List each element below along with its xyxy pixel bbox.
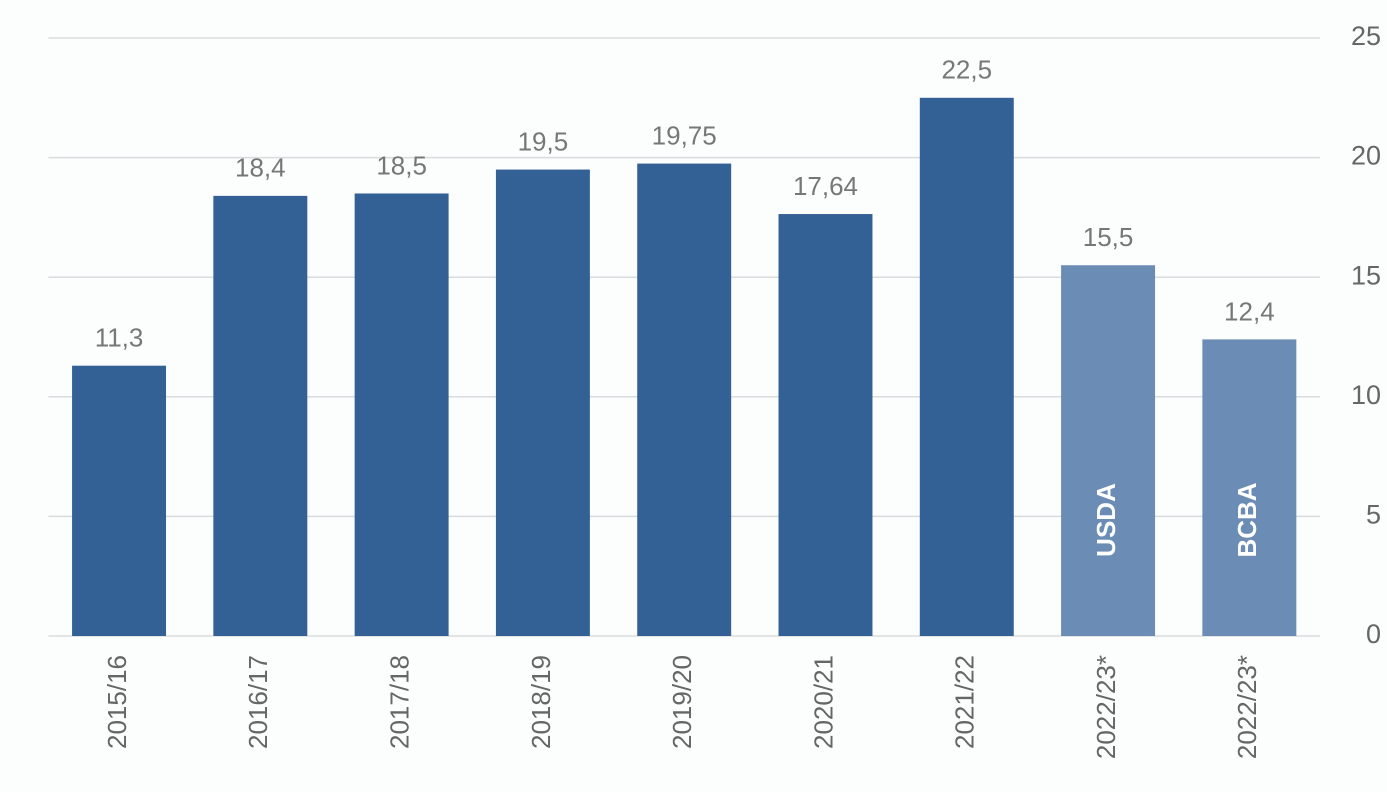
y-tick-label: 0 <box>1366 619 1381 649</box>
value-label: 22,5 <box>941 55 992 85</box>
bar <box>1202 339 1297 636</box>
bar <box>637 163 732 636</box>
y-tick-label: 20 <box>1351 141 1381 171</box>
y-tick-label: 15 <box>1351 260 1381 290</box>
x-tick-label: 2017/18 <box>384 655 414 749</box>
value-label: 12,4 <box>1224 296 1275 326</box>
bar <box>72 365 167 636</box>
x-tick-label: 2022/23* <box>1232 655 1262 759</box>
x-tick-label: 2021/22 <box>950 655 980 749</box>
bar <box>354 193 449 637</box>
bar <box>213 195 308 636</box>
y-tick-label: 10 <box>1351 380 1381 410</box>
bar <box>1061 265 1156 636</box>
bar-text: USDA <box>1091 483 1121 557</box>
value-label: 17,64 <box>793 171 858 201</box>
value-label: 19,75 <box>652 120 717 150</box>
x-tick-label: 2015/16 <box>102 655 132 749</box>
bar <box>778 214 873 636</box>
x-tick-label: 2018/19 <box>526 655 556 749</box>
value-label: 18,4 <box>235 153 286 183</box>
bar-text: BCBA <box>1232 482 1262 557</box>
value-label: 15,5 <box>1083 222 1134 252</box>
bar <box>495 169 590 636</box>
value-label: 19,5 <box>518 126 569 156</box>
x-tick-label: 2016/17 <box>243 655 273 749</box>
x-tick-label: 2019/20 <box>667 655 697 749</box>
value-label: 11,3 <box>95 323 144 353</box>
y-tick-label: 25 <box>1351 21 1381 51</box>
y-tick-label: 5 <box>1366 500 1381 530</box>
x-tick-label: 2020/21 <box>808 655 838 749</box>
bar <box>919 97 1014 637</box>
value-label: 18,5 <box>376 150 427 180</box>
x-tick-label: 2022/23* <box>1091 655 1121 759</box>
